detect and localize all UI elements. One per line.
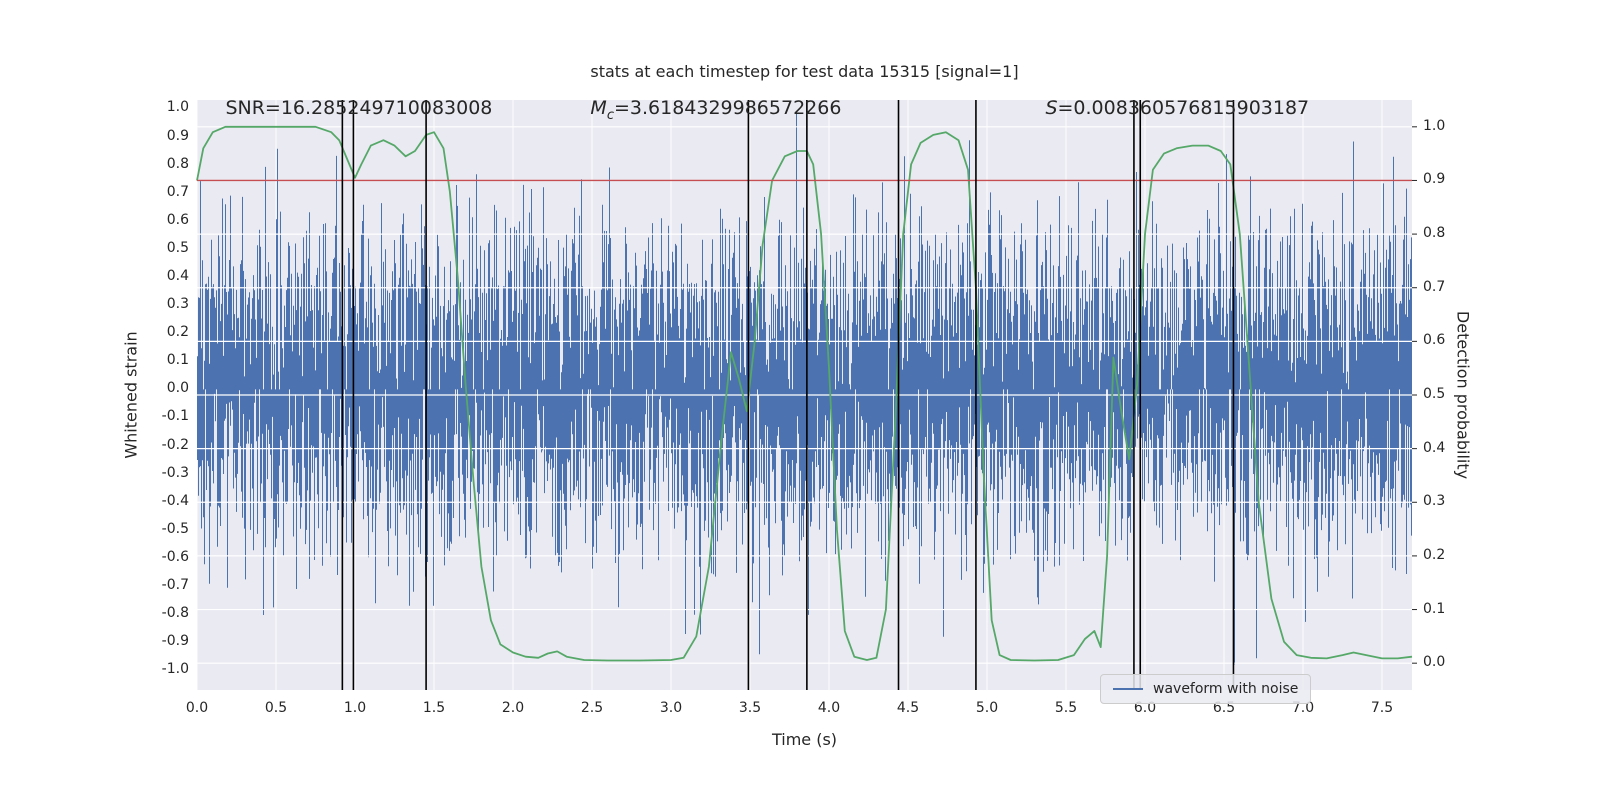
- y-tick-label-right: 1.0: [1423, 117, 1446, 134]
- annotation-snr: SNR=16.285249710083008: [225, 97, 492, 123]
- plot-area: [196, 100, 1417, 690]
- y-tick-label-left: 0.9: [166, 127, 189, 144]
- y-tick-label-left: -0.9: [161, 633, 189, 650]
- legend: waveform with noise: [1100, 674, 1312, 704]
- annotation-score: S=0.008360576815903187: [1045, 97, 1309, 123]
- x-tick-label: 3.0: [659, 700, 683, 716]
- x-tick-label: 4.0: [817, 700, 841, 716]
- x-tick-label: 2.5: [580, 700, 604, 716]
- x-tick-label: 7.5: [1370, 700, 1394, 716]
- x-tick-label: 2.0: [501, 700, 525, 716]
- y-tick-label-right: 0.4: [1423, 439, 1446, 456]
- annotation-chirp-mass-sub: c: [606, 107, 614, 123]
- y-tick-label-right: 0.3: [1423, 493, 1446, 510]
- annotation-snr-value: =16.285249710083008: [264, 96, 493, 119]
- y-tick-label-left: 1.0: [166, 99, 189, 116]
- x-tick-label: 5.5: [1054, 700, 1078, 716]
- detection-probability-line: [196, 125, 1413, 662]
- x-tick-label: 7.0: [1291, 700, 1315, 716]
- y-tick-label-right: 0.2: [1423, 546, 1446, 563]
- x-tick-label: 3.5: [738, 700, 762, 716]
- annotation-score-label: S: [1045, 96, 1058, 119]
- y-tick-label-left: -0.2: [161, 436, 189, 453]
- y-tick-label-right: 0.8: [1423, 225, 1446, 242]
- y-tick-label-left: 0.5: [166, 239, 189, 256]
- y-tick-label-left: 0.3: [166, 296, 189, 313]
- x-tick-label: 5.0: [975, 700, 999, 716]
- x-tick-label: 6.5: [1212, 700, 1236, 716]
- y-tick-label-left: 0.2: [166, 324, 189, 341]
- y-tick-label-left: 0.7: [166, 183, 189, 200]
- legend-line-icon: [1113, 688, 1143, 690]
- y-axis-label-left: Whitened strain: [121, 331, 141, 459]
- y-tick-label-right: 0.0: [1423, 654, 1446, 671]
- y-tick-label-left: -0.8: [161, 605, 189, 622]
- y-tick-label-left: -0.4: [161, 492, 189, 509]
- noise-waveform-path: [197, 112, 1412, 665]
- annotation-chirp-mass-label: M: [590, 96, 607, 119]
- annotation-snr-label: SNR: [225, 96, 265, 119]
- chart-title: stats at each timestep for test data 153…: [590, 62, 1019, 81]
- y-tick-label-left: 0.8: [166, 155, 189, 172]
- x-tick-label: 0.5: [264, 700, 288, 716]
- y-tick-label-right: 0.6: [1423, 332, 1446, 349]
- x-tick-label: 6.0: [1133, 700, 1157, 716]
- y-tick-label-left: -0.3: [161, 464, 189, 481]
- y-tick-label-left: 0.0: [166, 380, 189, 397]
- y-tick-label-right: 0.5: [1423, 386, 1446, 402]
- y-tick-label-left: -1.0: [161, 661, 189, 678]
- y-tick-label-left: 0.6: [166, 211, 189, 228]
- annotation-score-value: =0.008360576815903187: [1057, 96, 1310, 119]
- annotation-chirp-mass-value: =3.6184329986572266: [613, 96, 842, 119]
- x-tick-label: 1.0: [343, 700, 367, 716]
- x-tick-label: 1.5: [422, 700, 446, 716]
- y-tick-label-left: -0.1: [161, 408, 189, 425]
- y-tick-label-left: -0.7: [161, 577, 189, 594]
- y-tick-label-right: 0.9: [1423, 171, 1446, 188]
- annotation-chirp-mass: Mc=3.6184329986572266: [590, 97, 841, 123]
- y-tick-label-left: -0.6: [161, 548, 189, 565]
- y-axis-label-right: Detection probability: [1453, 310, 1473, 480]
- x-axis-label: Time (s): [771, 730, 838, 749]
- x-tick-label: 4.5: [896, 700, 920, 716]
- y-tick-label-left: -0.5: [161, 520, 189, 537]
- x-tick-label: 0.0: [185, 700, 209, 716]
- y-tick-label-left: 0.1: [166, 352, 189, 369]
- legend-label: waveform with noise: [1153, 681, 1299, 697]
- y-tick-label-left: 0.4: [166, 268, 189, 284]
- y-tick-label-right: 0.1: [1423, 600, 1446, 617]
- y-tick-label-right: 0.7: [1423, 278, 1446, 295]
